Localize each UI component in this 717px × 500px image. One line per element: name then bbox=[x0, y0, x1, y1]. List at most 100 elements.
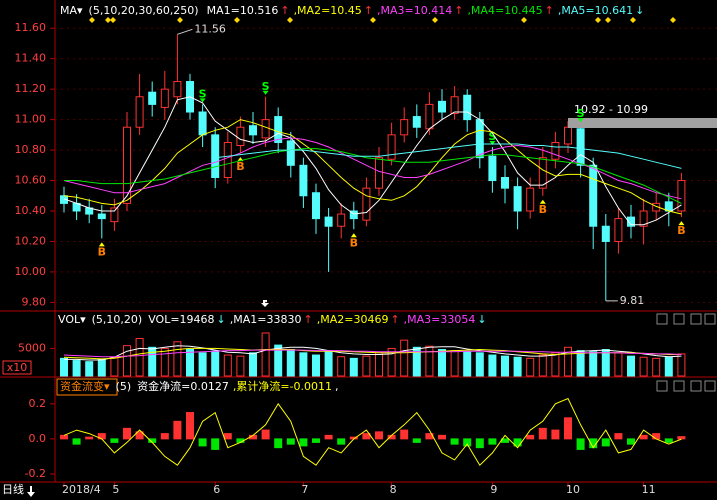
indicator-line bbox=[63, 96, 682, 226]
candle-body bbox=[249, 125, 257, 136]
bar bbox=[236, 355, 245, 377]
bar bbox=[463, 351, 472, 377]
bar bbox=[627, 355, 635, 377]
candle-body bbox=[677, 180, 686, 212]
trend-arrow: ↑ bbox=[390, 313, 399, 326]
bar bbox=[677, 436, 686, 440]
candle-body bbox=[551, 141, 560, 160]
indicator-box[interactable] bbox=[56, 378, 118, 396]
candle-body bbox=[349, 210, 358, 220]
period-arrow[interactable] bbox=[27, 486, 35, 497]
bar bbox=[475, 438, 484, 449]
bar bbox=[387, 347, 396, 377]
signal-pointer bbox=[577, 118, 584, 123]
x-tick-label: 7 bbox=[301, 483, 308, 496]
bar bbox=[564, 346, 572, 377]
indicator-line bbox=[64, 148, 682, 204]
button[interactable] bbox=[704, 380, 716, 392]
bar bbox=[211, 350, 220, 377]
candle-body bbox=[148, 91, 157, 105]
indicator-params: (5) bbox=[116, 380, 132, 393]
candle-body bbox=[627, 216, 635, 227]
event-marker bbox=[234, 17, 240, 23]
trend-arrow: ↓ bbox=[477, 313, 486, 326]
candle-body bbox=[425, 103, 434, 130]
candle-body bbox=[324, 216, 333, 227]
legend-entry: ,MA1=33830 bbox=[230, 313, 302, 326]
candle-body bbox=[526, 187, 535, 212]
candle-body bbox=[274, 116, 283, 143]
candle-body bbox=[286, 140, 295, 166]
trend-arrow: ↑ bbox=[304, 313, 313, 326]
bar bbox=[299, 438, 308, 447]
candle-body bbox=[211, 134, 220, 178]
bar bbox=[412, 438, 421, 443]
bar bbox=[576, 438, 585, 450]
bar bbox=[400, 339, 409, 377]
bar bbox=[627, 438, 635, 445]
signal-pointer bbox=[350, 233, 357, 238]
button[interactable] bbox=[704, 313, 716, 325]
candle-body bbox=[387, 134, 396, 160]
trend-arrow: ↑ bbox=[364, 4, 373, 17]
y-tick-label: 9.80 bbox=[22, 295, 47, 308]
bar bbox=[60, 434, 68, 440]
bar bbox=[72, 360, 81, 377]
panel-header: 资金流变▾ (5) 资金净流=0.0127 ,累计净流=-0.0011, bbox=[60, 379, 339, 393]
y-tick-label: 0.0 bbox=[29, 432, 47, 445]
current-value: 资金净流=0.0127 bbox=[137, 379, 229, 393]
event-marker bbox=[370, 17, 376, 23]
indicator-params: (5,10,20) bbox=[92, 313, 143, 326]
event-marker bbox=[177, 17, 183, 23]
bar bbox=[198, 352, 207, 377]
bar bbox=[362, 433, 371, 440]
unit-label: x10 bbox=[7, 361, 28, 374]
bar bbox=[261, 429, 270, 440]
y-tick-label: -0.2 bbox=[25, 467, 46, 480]
candle-body bbox=[564, 126, 572, 145]
legend-entry: ,MA3=33054 bbox=[404, 313, 476, 326]
button[interactable] bbox=[656, 313, 668, 325]
bar bbox=[110, 438, 119, 443]
candle-body bbox=[362, 187, 371, 221]
candle-body bbox=[198, 111, 207, 136]
candle-body bbox=[513, 186, 522, 212]
y-tick-label: 10.40 bbox=[15, 204, 47, 217]
candle-body bbox=[438, 100, 446, 113]
button[interactable] bbox=[673, 380, 685, 392]
panel-header: MA▾ (5,10,20,30,60,250) MA1=10.516 ↑ ,MA2=10… bbox=[60, 4, 644, 17]
period-label[interactable]: 日线 bbox=[2, 482, 24, 496]
max-annotation: 11.56 bbox=[194, 22, 226, 35]
bar bbox=[186, 412, 194, 440]
bar bbox=[589, 351, 598, 377]
indicator-name: MA▾ bbox=[60, 4, 83, 17]
bar bbox=[324, 350, 333, 377]
bar bbox=[223, 354, 232, 377]
legend-entry: MA1=10.516 bbox=[207, 4, 279, 17]
panel-header: VOL▾ (5,10,20) VOL=19468 ↓ ,MA1=33830 ↑ ,MA2=3… bbox=[58, 313, 487, 326]
bar bbox=[160, 433, 169, 440]
legend-entry: ,MA2=30469 bbox=[317, 313, 389, 326]
bar bbox=[526, 434, 535, 440]
bar bbox=[85, 361, 94, 377]
trend-arrow: ↓ bbox=[217, 313, 226, 326]
y-tick-label: 11.20 bbox=[15, 82, 47, 95]
range-band bbox=[568, 118, 717, 128]
trend-arrow: ↑ bbox=[280, 4, 289, 17]
bar bbox=[551, 352, 560, 377]
signal-pointer bbox=[539, 199, 546, 204]
button[interactable] bbox=[690, 313, 702, 325]
button[interactable] bbox=[656, 380, 668, 392]
candle-body bbox=[223, 141, 232, 178]
button[interactable] bbox=[690, 380, 702, 392]
candle-body bbox=[488, 155, 497, 182]
event-marker bbox=[521, 17, 527, 23]
bar bbox=[249, 352, 257, 377]
candle-body bbox=[400, 119, 409, 136]
y-tick-label: 10.80 bbox=[15, 143, 47, 156]
x-tick-label: 5 bbox=[112, 483, 119, 496]
bar bbox=[286, 349, 295, 377]
button[interactable] bbox=[673, 313, 685, 325]
bar bbox=[488, 354, 497, 377]
bar bbox=[652, 433, 661, 440]
